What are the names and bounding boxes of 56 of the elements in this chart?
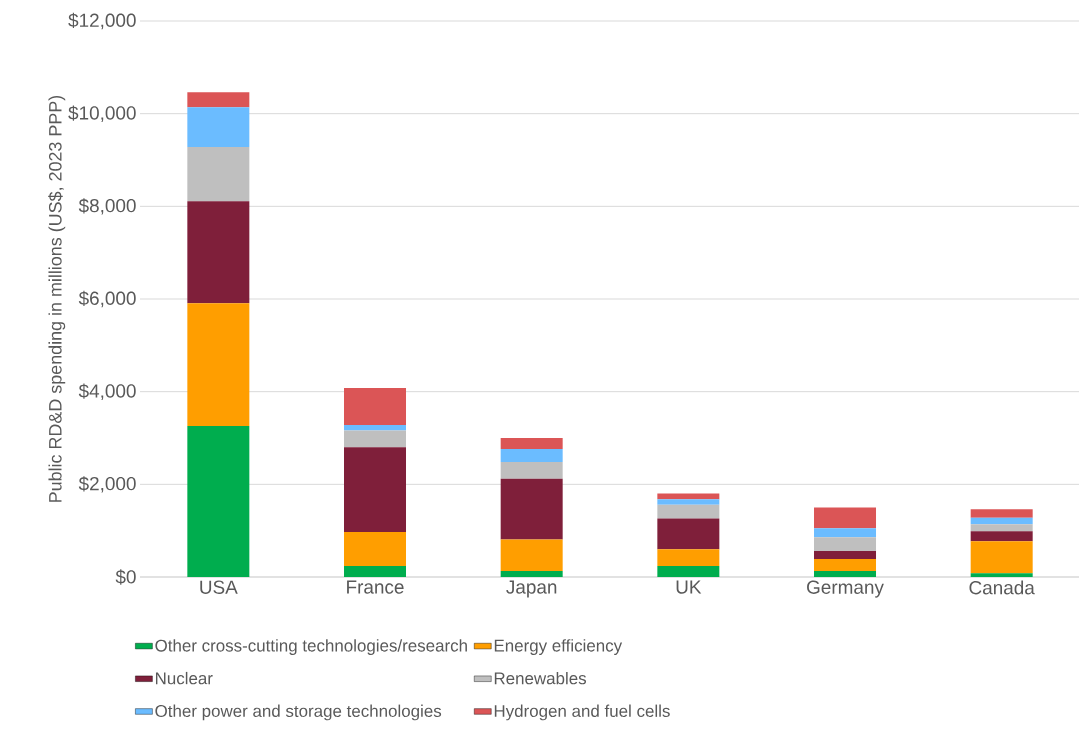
bar (970, 524, 1033, 532)
bar (500, 449, 563, 463)
legend-label: Other power and storage technologies (155, 704, 442, 721)
x-tick-label: UK (676, 580, 702, 594)
bar (500, 478, 563, 540)
bar (814, 507, 877, 529)
bar (970, 531, 1033, 542)
bar (344, 387, 406, 426)
bar (500, 438, 563, 450)
y-tick-label: $4,000 (78, 383, 136, 400)
x-tick-label: USA (200, 580, 238, 594)
x-tick-label: Japan (506, 580, 557, 598)
bar (344, 425, 406, 431)
bar (657, 518, 720, 550)
y-axis-title: Public RD&D spending in millions (US$, 2023 PPP) (48, 95, 66, 502)
bar (657, 493, 720, 500)
bar (814, 528, 877, 538)
bar (970, 517, 1033, 525)
bar (814, 551, 877, 559)
y-tick-label: $10,000 (68, 105, 136, 122)
bar (657, 499, 720, 505)
y-tick-label: $8,000 (78, 198, 136, 215)
y-tick-label: $2,000 (78, 476, 136, 493)
y-tick-label: $0 (115, 569, 136, 585)
bar (814, 558, 877, 571)
bar (657, 549, 720, 566)
bar (187, 425, 250, 577)
bar (344, 532, 406, 566)
bar (187, 107, 250, 148)
bar (657, 504, 720, 519)
bar (187, 147, 250, 202)
bar (970, 541, 1033, 574)
x-tick-label: France (347, 580, 404, 594)
bar (814, 537, 877, 552)
legend-label: Energy efficiency (494, 639, 623, 655)
bar (500, 539, 563, 571)
x-tick-label: Germany (807, 580, 884, 598)
bar (187, 201, 250, 304)
legend-label: Other cross-cutting technologies/research (155, 639, 467, 655)
bar (344, 430, 406, 448)
bar (814, 570, 877, 577)
y-tick-label: $6,000 (78, 290, 136, 308)
legend-label: Renewables (494, 671, 587, 685)
y-tick-label: $12,000 (68, 12, 136, 30)
bar (500, 570, 563, 577)
bar (970, 509, 1033, 518)
legend-label: Hydrogen and fuel cells (494, 704, 670, 721)
bar (344, 565, 406, 577)
bar (657, 565, 720, 577)
bar (187, 303, 250, 426)
bar (187, 92, 250, 108)
bar (500, 462, 563, 479)
bar (970, 573, 1033, 577)
x-tick-label: Canada (969, 580, 1035, 595)
legend-label: Nuclear (155, 671, 213, 685)
bar (344, 447, 406, 533)
